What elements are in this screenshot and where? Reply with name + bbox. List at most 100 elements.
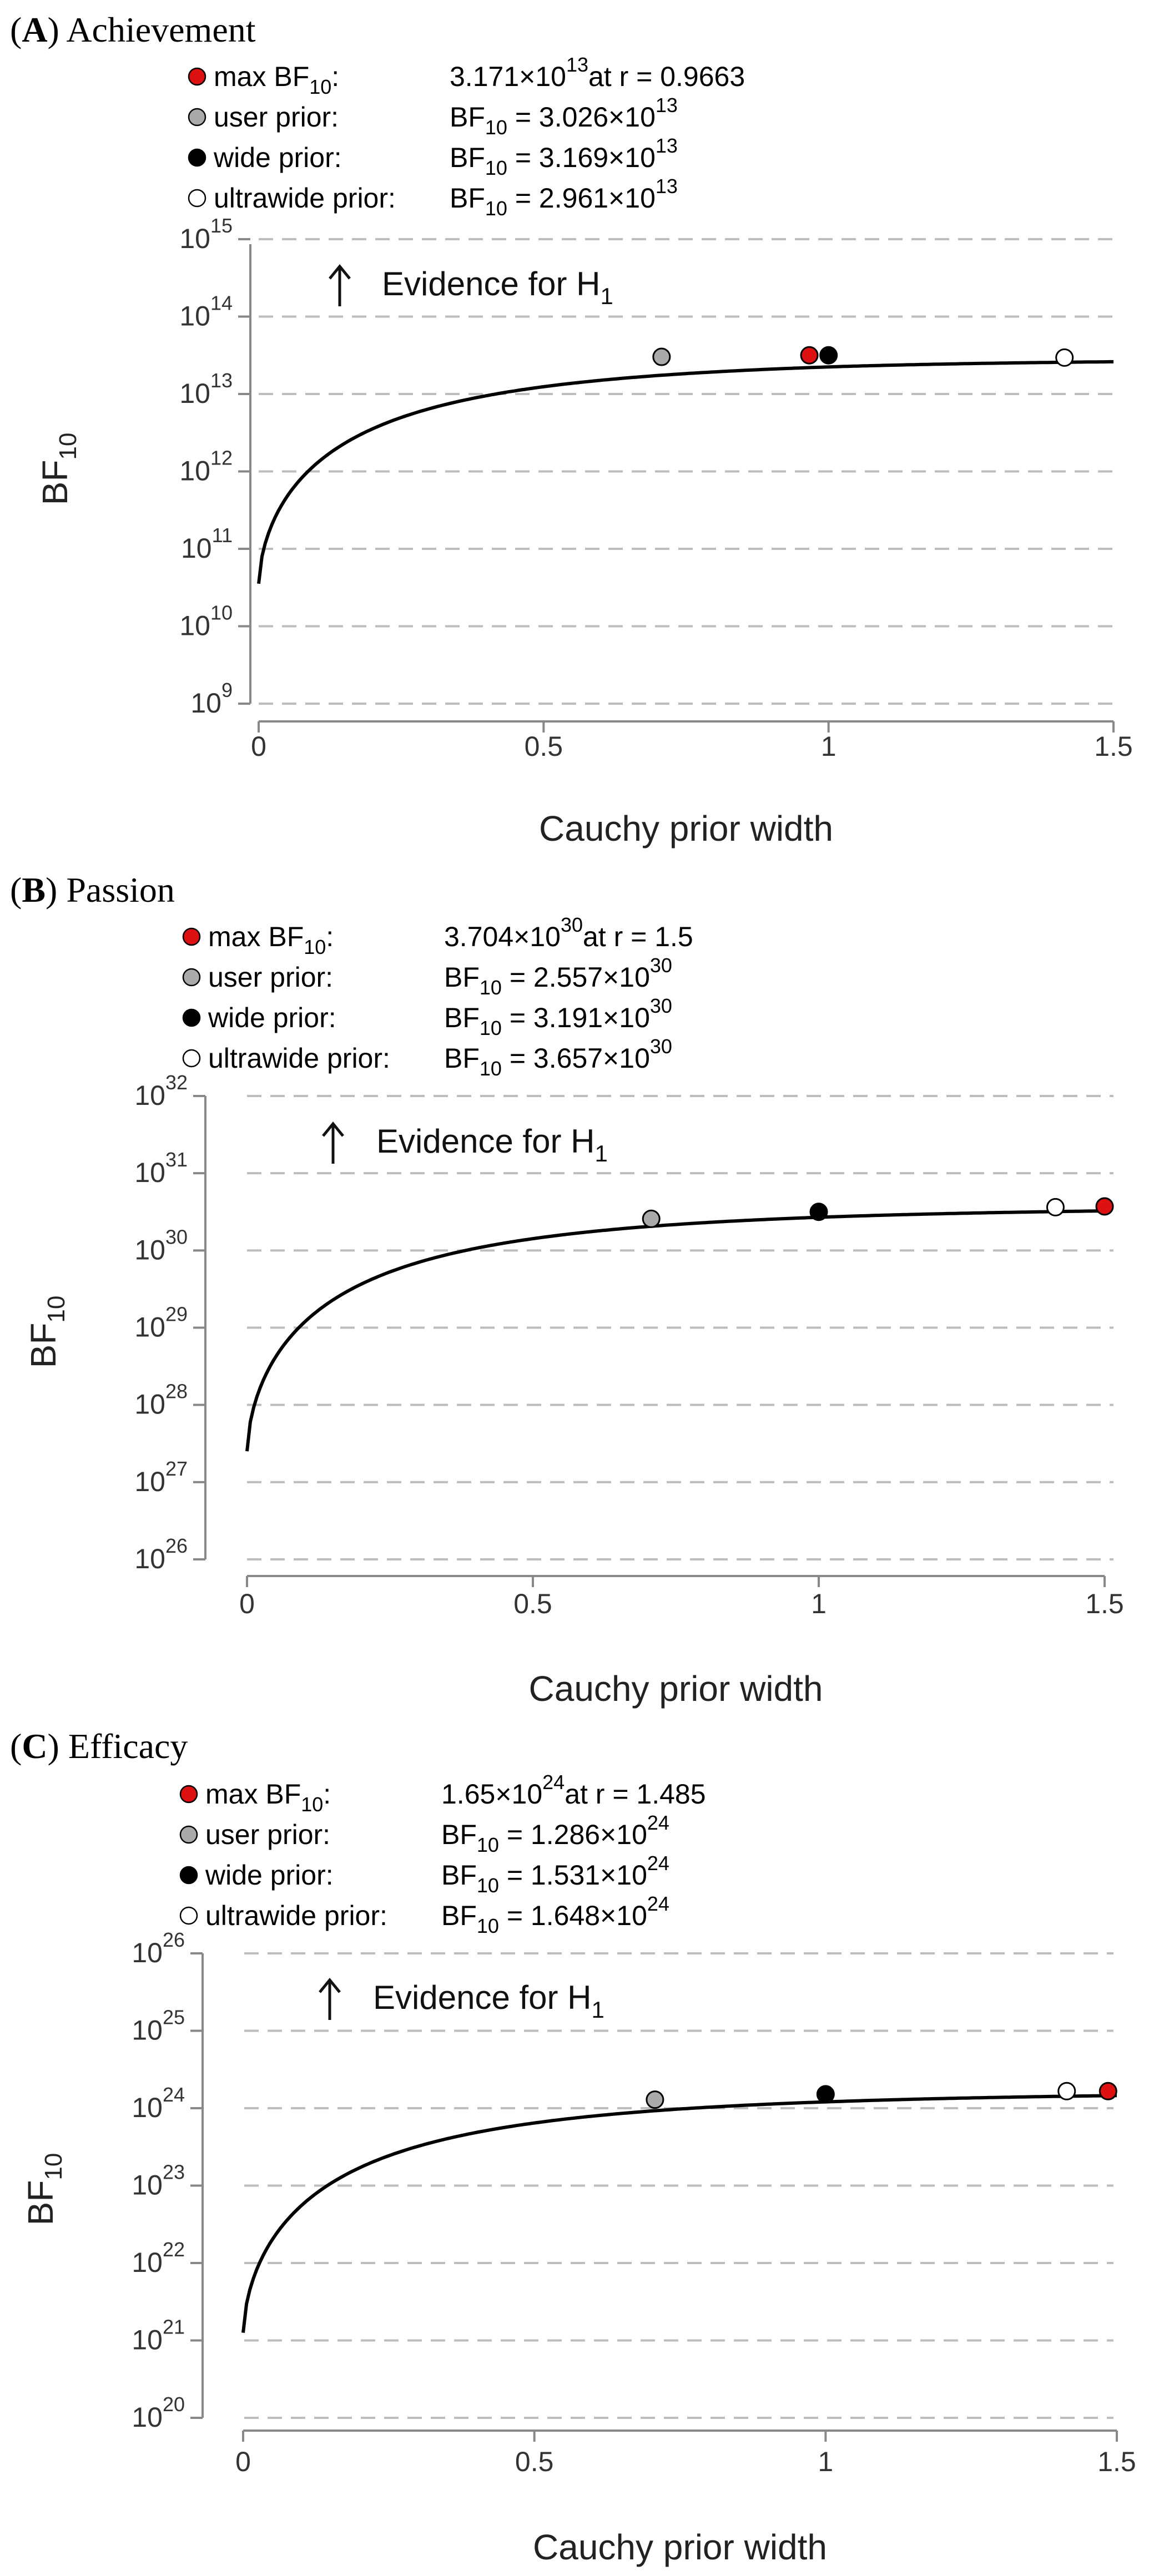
y-tick-label: 1026 bbox=[132, 1928, 185, 1968]
panel-title-letter: B bbox=[22, 870, 46, 910]
legend-label: max BF10: bbox=[214, 61, 339, 98]
y-tick-label: 1022 bbox=[132, 2238, 185, 2278]
legend-value-exp: 30 bbox=[650, 954, 672, 977]
y-tick-label: 1010 bbox=[179, 602, 233, 642]
x-tick-label: 1.5 bbox=[1085, 1588, 1124, 1619]
y-tick-base: 10 bbox=[132, 2170, 163, 2201]
y-tick-label: 1015 bbox=[179, 214, 233, 254]
legend-label-text: user prior: bbox=[208, 962, 333, 993]
y-tick-label: 1026 bbox=[134, 1534, 188, 1574]
legend-value-pre: BF bbox=[444, 1002, 480, 1033]
x-tick-label: 1 bbox=[818, 2446, 833, 2477]
y-tick-label: 1027 bbox=[134, 1457, 188, 1497]
x-tick-label: 0 bbox=[239, 1588, 255, 1619]
legend-value-pre: 1.65×10 bbox=[441, 1779, 542, 1810]
legend-value-exp: 24 bbox=[647, 1892, 669, 1915]
y-tick-exp: 24 bbox=[163, 2083, 185, 2106]
bf-curve-line bbox=[257, 360, 1113, 584]
legend-label-sub: 10 bbox=[301, 1793, 323, 1816]
x-axis-title: Cauchy prior width bbox=[533, 2527, 827, 2567]
y-tick-base: 10 bbox=[132, 2015, 163, 2046]
y-tick-label: 1014 bbox=[179, 292, 233, 332]
legend-value-mid: = 2.961×10 bbox=[507, 183, 656, 214]
legend-value-sub: 10 bbox=[480, 1057, 502, 1080]
point-wide-prior bbox=[819, 346, 838, 365]
legend-value: 3.171×1013at r = 0.9663 bbox=[450, 53, 745, 92]
panel-title: (B) Passion bbox=[10, 870, 175, 910]
legend-label: wide prior: bbox=[208, 1002, 336, 1033]
y-tick-exp: 13 bbox=[210, 369, 233, 392]
legend-value-exp: 13 bbox=[656, 175, 678, 198]
bf-curve-line bbox=[245, 1209, 1105, 1452]
evidence-label: Evidence for H1 bbox=[382, 265, 613, 309]
legend-value-sub: 10 bbox=[480, 1017, 502, 1039]
legend-label-text: max BF bbox=[214, 61, 309, 92]
y-tick-label: 1030 bbox=[134, 1225, 188, 1265]
legend-value-pre: BF bbox=[441, 1900, 477, 1931]
y-tick-exp: 20 bbox=[163, 2393, 185, 2416]
legend-marker bbox=[179, 1906, 198, 1925]
legend-label-text: wide prior: bbox=[213, 142, 342, 173]
y-tick-exp: 12 bbox=[210, 447, 233, 469]
point-ultrawide-prior bbox=[1057, 2082, 1076, 2100]
legend-value: BF10 = 2.961×1013 bbox=[450, 175, 678, 220]
legend-value-exp: 30 bbox=[561, 913, 583, 936]
legend-value: BF10 = 1.286×1024 bbox=[441, 1811, 669, 1856]
y-tick-exp: 10 bbox=[210, 602, 233, 624]
y-tick-base: 10 bbox=[179, 610, 210, 642]
legend-value: BF10 = 3.169×1013 bbox=[450, 134, 678, 179]
y-tick-label: 1025 bbox=[132, 2006, 185, 2046]
legend-label: ultrawide prior: bbox=[208, 1043, 390, 1074]
legend-value-pre: 3.704×10 bbox=[444, 921, 561, 952]
y-tick-exp: 15 bbox=[210, 214, 233, 237]
legend-value-exp: 30 bbox=[650, 994, 672, 1017]
y-axis-title-sub: 10 bbox=[43, 1296, 70, 1323]
y-tick-base: 10 bbox=[134, 1466, 165, 1497]
legend-label-text: wide prior: bbox=[205, 1860, 334, 1891]
legend-marker bbox=[179, 1785, 198, 1804]
legend-value-mid: = 3.169×10 bbox=[507, 142, 656, 173]
panel-title: (C) Efficacy bbox=[10, 1726, 188, 1766]
y-axis-title-base: BF bbox=[35, 460, 75, 506]
legend-value-mid: = 1.286×10 bbox=[499, 1819, 647, 1850]
legend-value-mid: = 3.657×10 bbox=[502, 1043, 650, 1074]
legend-marker bbox=[179, 1866, 198, 1885]
legend-marker bbox=[182, 927, 201, 946]
evidence-label: Evidence for H1 bbox=[376, 1123, 608, 1166]
legend-label: wide prior: bbox=[213, 142, 342, 173]
legend-value-sub: 10 bbox=[477, 1874, 499, 1897]
legend-marker bbox=[188, 108, 206, 127]
legend-label: wide prior: bbox=[205, 1860, 334, 1891]
legend-marker bbox=[188, 148, 206, 167]
point-max-bf10 bbox=[1099, 2082, 1117, 2100]
y-tick-label: 1023 bbox=[132, 2161, 185, 2201]
legend-value-post: at r = 1.5 bbox=[583, 921, 693, 952]
y-tick-base: 10 bbox=[134, 1543, 165, 1574]
legend-value-post: at r = 0.9663 bbox=[588, 61, 745, 92]
x-axis-title: Cauchy prior width bbox=[529, 1669, 823, 1709]
y-tick-label: 109 bbox=[190, 679, 233, 719]
legend-label: ultrawide prior: bbox=[205, 1900, 387, 1931]
legend-value: BF10 = 3.657×1030 bbox=[444, 1035, 672, 1080]
legend-value-exp: 30 bbox=[650, 1035, 672, 1058]
x-tick-label: 0 bbox=[235, 2446, 251, 2477]
y-tick-base: 10 bbox=[179, 223, 210, 254]
x-tick-label: 1.5 bbox=[1097, 2446, 1136, 2477]
legend-value-mid: = 2.557×10 bbox=[502, 962, 650, 993]
legend-value-exp: 13 bbox=[566, 53, 588, 76]
panel-title-paren: ( bbox=[10, 1726, 22, 1766]
point-ultrawide-prior bbox=[1055, 348, 1074, 367]
y-tick-label: 1028 bbox=[134, 1380, 188, 1420]
x-tick-label: 1.5 bbox=[1094, 731, 1133, 762]
y-axis-title: BF10 bbox=[21, 2153, 67, 2226]
legend-value-sub: 10 bbox=[477, 1915, 499, 1937]
legend-value-sub: 10 bbox=[477, 1833, 499, 1856]
point-wide-prior bbox=[816, 2085, 835, 2104]
legend-value-exp: 13 bbox=[656, 134, 678, 157]
legend-label-text: wide prior: bbox=[208, 1002, 336, 1033]
x-tick-label: 0.5 bbox=[513, 1588, 552, 1619]
bf-curve-line bbox=[241, 2094, 1117, 2333]
